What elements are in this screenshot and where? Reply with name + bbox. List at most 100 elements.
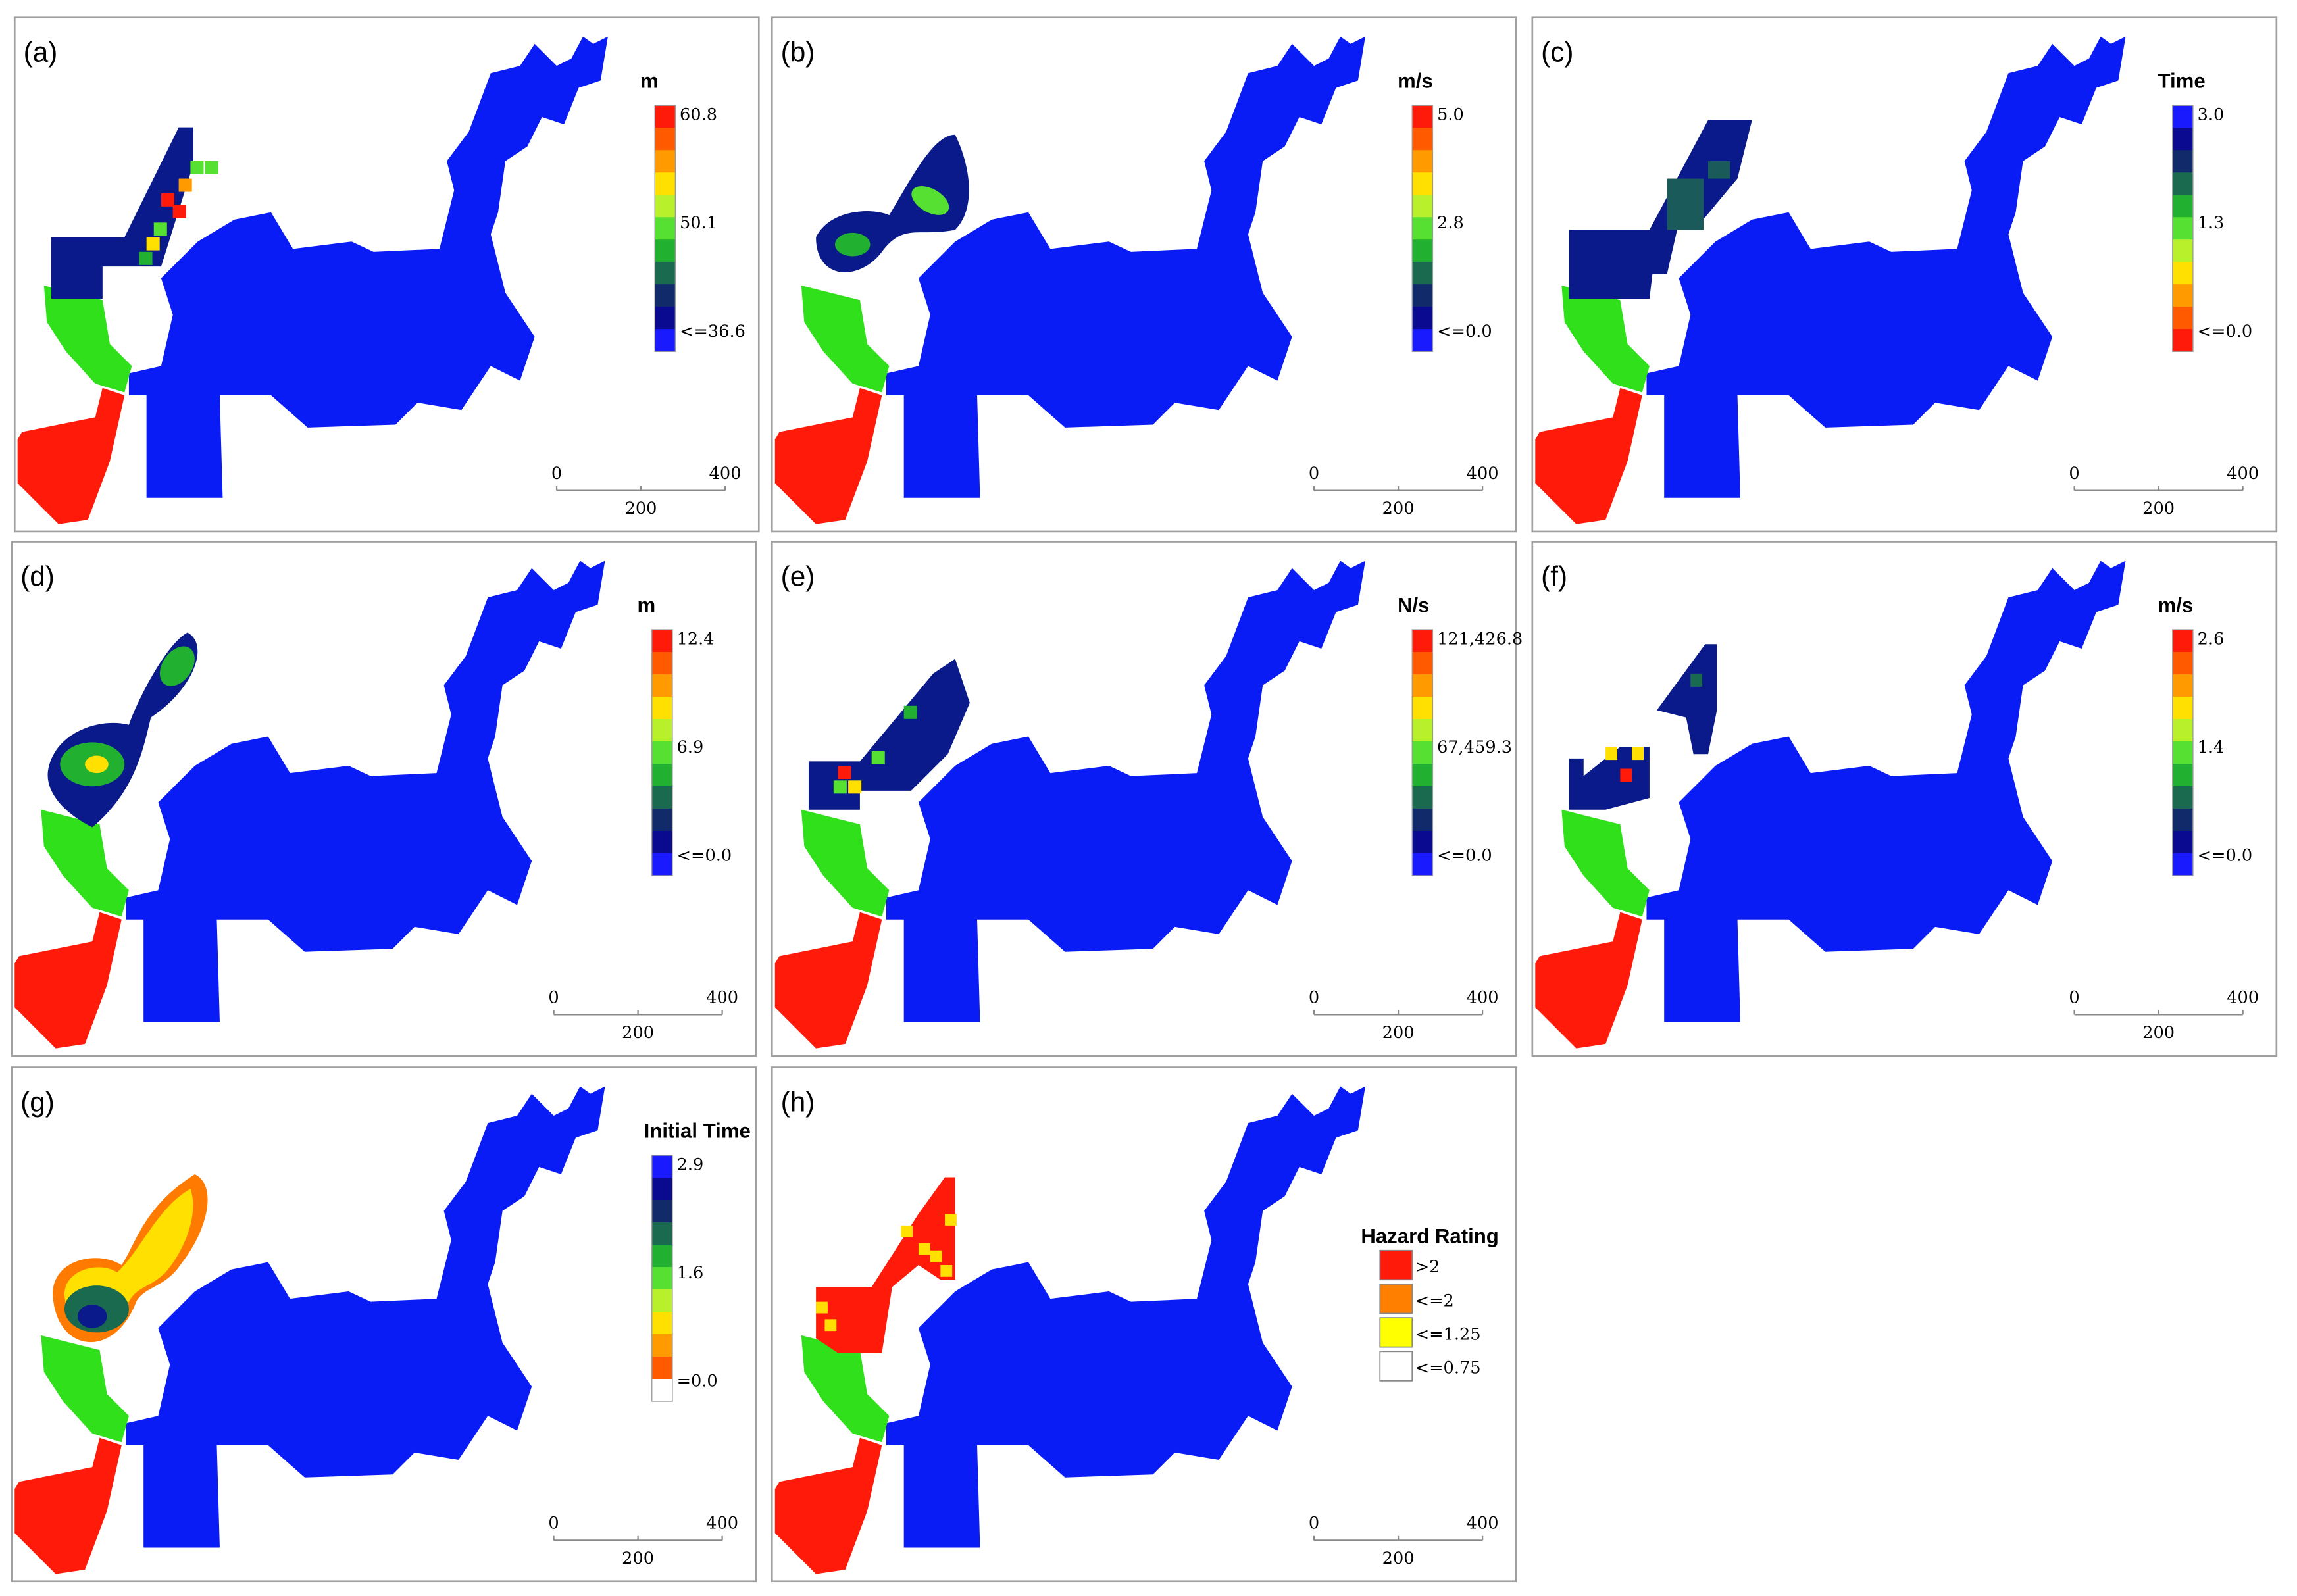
legend-swatch: [1412, 329, 1433, 352]
legend-swatch: [1412, 763, 1433, 787]
legend-swatch: [651, 853, 672, 876]
legend-swatch: [2172, 786, 2193, 809]
legend-label: 12.4: [677, 629, 715, 649]
legend-swatch: [1379, 1284, 1413, 1314]
legend-swatch: [1412, 808, 1433, 832]
legend-swatch: [1412, 830, 1433, 854]
legend-swatch: [2172, 741, 2193, 764]
legend-swatch: [655, 307, 676, 330]
legend-swatch: [1412, 786, 1433, 809]
legend-swatch: [2172, 239, 2193, 262]
flood-cells: [1569, 120, 1752, 299]
legend-swatch: [2172, 172, 2193, 195]
flood-cell: [1620, 768, 1632, 782]
legend-swatch: [2172, 284, 2193, 307]
scale-label: 200: [622, 1023, 654, 1043]
flood-cell: [139, 251, 153, 265]
scale-label: 200: [622, 1549, 654, 1568]
legend-swatch: [651, 1334, 672, 1357]
legend-swatch: [651, 1200, 672, 1223]
flood-cell: [205, 161, 218, 174]
flood-cell: [901, 1225, 913, 1237]
legend-swatch: [1412, 853, 1433, 876]
legend-swatch: [1412, 697, 1433, 720]
flood-cell: [903, 705, 917, 719]
legend-swatch: [1412, 239, 1433, 262]
legend-swatch: [2172, 674, 2193, 697]
legend-swatch: [651, 741, 672, 764]
scale-label: 400: [709, 464, 742, 484]
legend-swatch: [1412, 741, 1433, 764]
flood-cell: [838, 766, 851, 780]
scale-label: 200: [2142, 499, 2175, 518]
scale-label: 400: [1467, 988, 1499, 1008]
legend-swatch: [1412, 674, 1433, 697]
legend-title: Initial Time: [644, 1119, 751, 1142]
legend-swatch: [655, 217, 676, 240]
scale-label: 400: [2227, 464, 2259, 484]
flood-cell: [172, 205, 186, 218]
legend-label: >2: [1415, 1257, 1440, 1277]
map-panel: (h) Hazard Rating >2 <=2 <=1.25 <=0.75 0 200 400: [770, 1066, 1517, 1583]
panel-label: (a): [24, 36, 58, 67]
legend-swatch: [1412, 150, 1433, 173]
legend-swatch: [651, 1289, 672, 1312]
legend-swatch: [651, 808, 672, 832]
legend-swatch: [651, 697, 672, 720]
map-panel: (c) Time 3.0 1.3 <=0.0 0 200 400: [1531, 16, 2278, 533]
flood-cell: [178, 178, 192, 192]
legend-swatch: [655, 128, 676, 151]
legend-label: 1.3: [2198, 213, 2225, 233]
legend-label: 60.8: [680, 105, 717, 125]
flood-cell: [848, 780, 862, 794]
legend-swatch: [1412, 630, 1433, 653]
flood-cell: [190, 161, 204, 174]
scale-label: 200: [2142, 1023, 2175, 1043]
legend-label: <=2: [1415, 1291, 1454, 1310]
scale-label: 400: [2227, 988, 2259, 1008]
scale-label: 0: [2069, 988, 2079, 1008]
legend-label: <=1.25: [1415, 1325, 1481, 1345]
flood-cell: [945, 1214, 957, 1226]
legend-title: m: [640, 70, 659, 93]
legend-swatch: [2172, 307, 2193, 330]
legend-swatch: [2172, 630, 2193, 653]
legend-label: 2.8: [1437, 213, 1464, 233]
legend-swatch: [655, 262, 676, 285]
flood-cells: [1657, 644, 1717, 755]
legend-swatch: [651, 719, 672, 742]
legend-swatch: [655, 172, 676, 195]
legend-title: N/s: [1398, 593, 1429, 616]
legend-label: 1.4: [2198, 737, 2225, 757]
legend-swatch: [651, 1155, 672, 1178]
legend-swatch: [1412, 652, 1433, 675]
legend-swatch: [651, 1178, 672, 1201]
legend-label: <=0.0: [1437, 846, 1492, 866]
legend-swatch: [651, 830, 672, 854]
flood-core: [911, 186, 949, 215]
scale-label: 0: [551, 464, 562, 484]
flood-cell: [146, 237, 160, 251]
legend-label: 1.6: [677, 1263, 704, 1283]
legend-swatch: [2172, 763, 2193, 787]
legend-label: 5.0: [1437, 105, 1464, 125]
legend-swatch: [651, 1356, 672, 1380]
legend-swatch: [1379, 1351, 1413, 1382]
legend-label: <=0.0: [677, 846, 732, 866]
flood-cell: [161, 193, 174, 207]
flood-cell: [1667, 178, 1704, 230]
legend-swatch: [651, 1222, 672, 1245]
legend-swatch: [1412, 307, 1433, 330]
panel-label: (e): [781, 561, 815, 591]
legend-frame: [651, 629, 673, 876]
flood-cell: [1707, 161, 1730, 179]
legend-swatch: [651, 1267, 672, 1290]
flood-cell: [153, 222, 167, 236]
scale-label: 200: [1382, 1023, 1415, 1043]
flood-core: [77, 1305, 107, 1328]
legend-swatch: [2172, 217, 2193, 240]
legend-label: 2.9: [677, 1155, 704, 1174]
flood-core: [835, 232, 871, 257]
scale-label: 200: [1382, 1549, 1415, 1568]
legend-swatch: [1412, 719, 1433, 742]
